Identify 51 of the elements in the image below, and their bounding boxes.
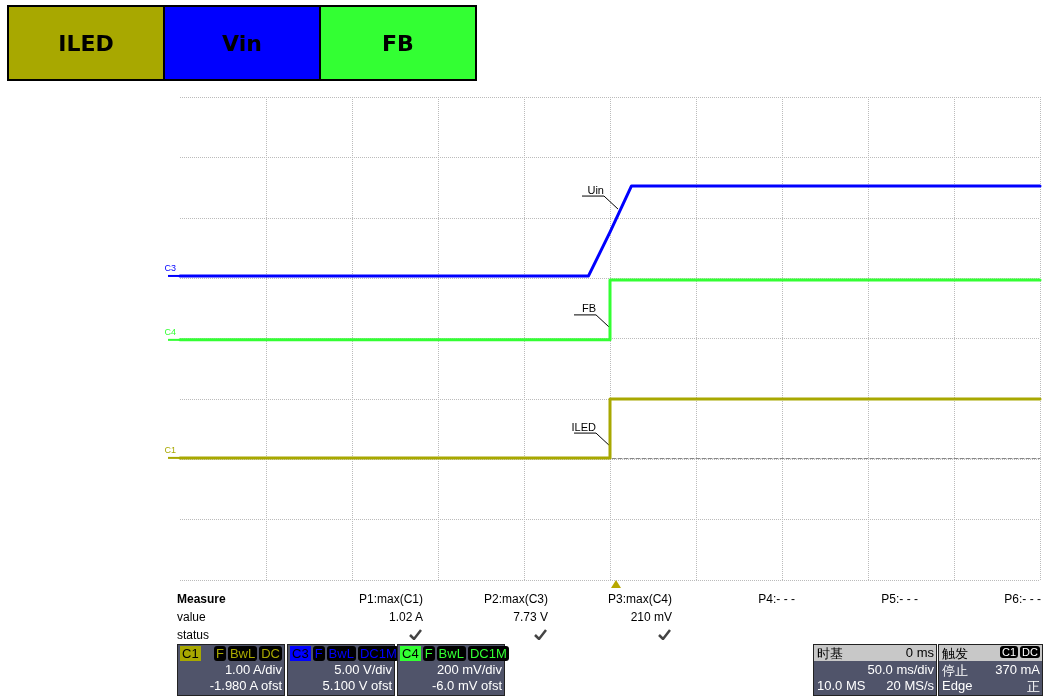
text: 10.0 MS <box>817 678 866 693</box>
text: DC <box>259 646 282 661</box>
text: C1 <box>180 646 201 661</box>
text: Measure <box>177 592 226 606</box>
text: DC1M <box>357 646 399 661</box>
text: DC <box>1020 646 1040 658</box>
text: 20 MS/s <box>886 678 934 693</box>
text: C4 <box>400 646 421 661</box>
text: 0 ms <box>905 645 934 660</box>
text: Edge <box>942 678 973 693</box>
text: 时基 <box>817 645 843 663</box>
text: F <box>213 646 226 661</box>
text: BwL <box>436 646 466 661</box>
text: F <box>422 646 435 661</box>
text: 1.02 A <box>388 610 423 624</box>
text: 5.00 V/div <box>334 662 392 677</box>
text: P3:max(C4) <box>607 592 672 606</box>
text: 200 mV/div <box>436 662 502 677</box>
text: 触发 <box>942 645 968 663</box>
text: 7.73 V <box>513 610 548 624</box>
text: BwL <box>326 646 356 661</box>
text: BwL <box>227 646 258 661</box>
text: P4:- - - <box>758 592 795 606</box>
text: 停止 <box>942 662 968 680</box>
text: P5:- - - <box>881 592 918 606</box>
text: C4 <box>164 327 176 338</box>
text: 50.0 ms/div <box>867 662 934 677</box>
text: 210 mV <box>630 610 672 624</box>
text: P6:- - - <box>1004 592 1041 606</box>
annotation: ILED <box>571 420 597 433</box>
text: 正 <box>1027 678 1040 696</box>
text: DC1M <box>467 646 509 661</box>
annotation: Uin <box>587 183 604 196</box>
text: F <box>312 646 325 661</box>
text: 370 mA <box>995 662 1040 677</box>
text: C3 <box>290 646 311 661</box>
text: 1.00 A/div <box>224 662 282 677</box>
text: P2:max(C3) <box>483 592 548 606</box>
text: ILED <box>9 7 163 79</box>
text: status <box>177 628 210 642</box>
text: 5.100 V ofst <box>322 678 392 693</box>
text: FB <box>319 7 475 79</box>
text: C1 <box>1000 646 1019 658</box>
text: C3 <box>164 263 176 274</box>
text: P1:max(C1) <box>358 592 423 606</box>
text: value <box>177 610 206 624</box>
text: C1 <box>164 445 176 456</box>
annotation: FB <box>581 302 596 315</box>
text: Vin <box>163 7 319 79</box>
text: -6.0 mV ofst <box>431 678 502 693</box>
text: -1.980 A ofst <box>209 678 282 693</box>
